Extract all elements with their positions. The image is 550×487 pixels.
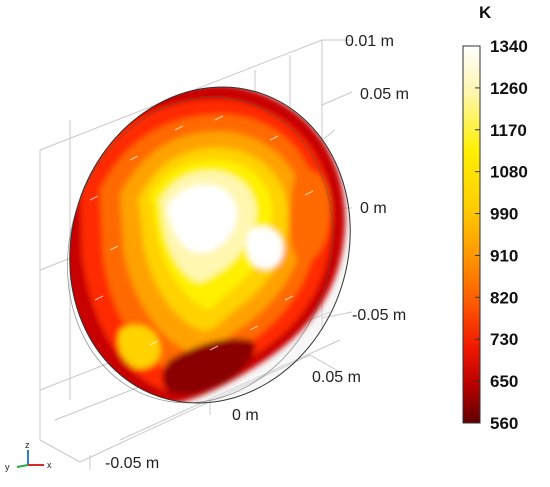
colorbar-tick-label: 730 — [490, 330, 518, 349]
colorbar-tick-label: 820 — [490, 288, 518, 307]
colorbar-tick-label: 650 — [490, 372, 518, 391]
axis-label-z-lower: -0.05 m — [352, 307, 406, 324]
triad-label-z: z — [25, 440, 30, 450]
axis-triad: z x y — [5, 440, 52, 472]
colorbar-tick-label: 990 — [490, 205, 518, 224]
colorbar-tick-label: 1170 — [490, 121, 527, 140]
axis-label-y-mid: 0 m — [232, 407, 259, 424]
colorbar-gradient — [462, 45, 481, 424]
colorbar-tick-label: 560 — [490, 414, 518, 433]
axis-label-x-left: -0.05 m — [105, 455, 159, 472]
triad-label-y: y — [5, 462, 10, 472]
triad-label-x: x — [47, 460, 52, 470]
axis-label-z-top: 0.01 m — [345, 33, 394, 50]
axis-label-z-upper: 0.05 m — [360, 86, 409, 103]
temperature-surface — [60, 84, 351, 406]
colorbar-tick-label: 1340 — [490, 37, 528, 56]
axis-label-y-front: 0.05 m — [312, 369, 361, 386]
colorbar-unit-label: K — [479, 3, 492, 22]
colorbar-tick-label: 1080 — [490, 163, 528, 182]
colorbar-tick-label: 1260 — [490, 79, 528, 98]
colorbar-tick-label: 910 — [490, 246, 518, 265]
axis-label-z-mid: 0 m — [360, 200, 387, 217]
colorbar: K 1340 1260 1170 1080 990 910 820 730 650 560 — [462, 3, 528, 433]
colorbar-ticks: 1340 1260 1170 1080 990 910 820 730 650 560 — [475, 37, 528, 433]
